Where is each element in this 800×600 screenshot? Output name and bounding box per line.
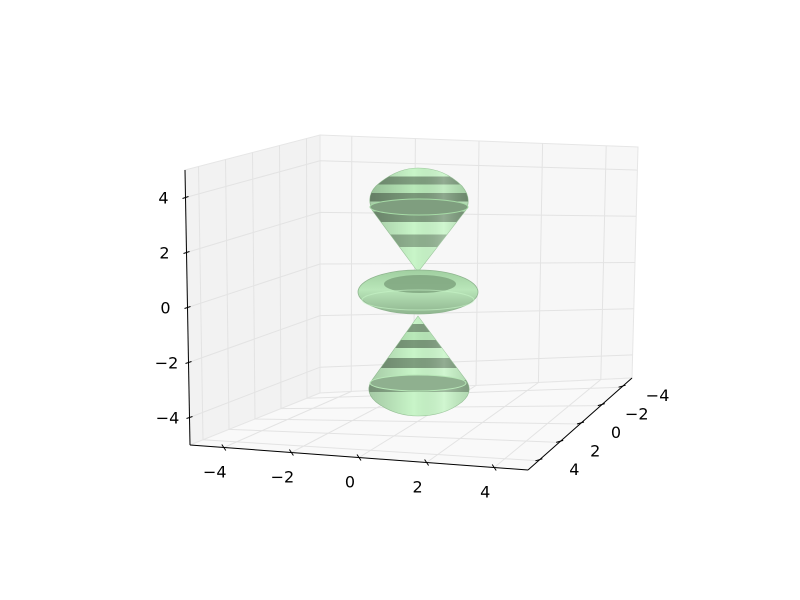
z-tick [182, 196, 189, 199]
x-tick-label: −2 [271, 468, 295, 487]
grid-line-x [223, 136, 353, 448]
x-tick-label: 4 [480, 483, 490, 502]
y-tick-label: 4 [569, 460, 579, 479]
y-tick [556, 439, 564, 443]
grid-lines [185, 136, 638, 468]
x-tick [356, 454, 362, 461]
z-tick [183, 251, 190, 254]
x-tick [288, 449, 294, 456]
y-tick-label: −4 [646, 386, 670, 405]
grid-line-z [185, 160, 638, 198]
grid-line-x [358, 140, 480, 458]
grid-line-y [279, 145, 601, 410]
x-tick [424, 459, 430, 466]
upper-lobe-rim [369, 198, 469, 216]
grid-line-z [189, 354, 633, 418]
lower-lobe-shading [368, 316, 470, 416]
grid-line-y [198, 166, 539, 462]
y-tick [597, 403, 605, 407]
y-tick [576, 421, 585, 425]
x-tick [491, 464, 497, 471]
y-tick-label: 0 [611, 423, 621, 442]
y-tick [535, 458, 543, 462]
x-tick-label: 0 [345, 473, 355, 492]
grid-line-z [186, 211, 637, 253]
z-tick [186, 416, 193, 419]
grid-line-y [252, 152, 581, 425]
grid-line-x [426, 143, 544, 463]
z-tick-label: 2 [159, 244, 169, 263]
z-tick [185, 361, 192, 364]
grid-line-z [187, 262, 636, 308]
upper-lobe-shading [369, 168, 469, 272]
x-tick-label: 2 [413, 478, 423, 497]
z-tick-label: 4 [158, 189, 168, 208]
grid-line-y [306, 138, 622, 399]
x-tick-label: −4 [203, 463, 227, 482]
z-tick-label: 0 [160, 299, 170, 318]
z-tick-label: −2 [155, 354, 179, 373]
y-axis-line [527, 377, 633, 471]
y-tick [618, 384, 626, 388]
y-tick-label: 2 [590, 441, 600, 460]
grid-line-x [493, 145, 607, 468]
x-tick [221, 444, 227, 451]
grid-line-z [188, 308, 634, 363]
z-tick [184, 306, 191, 309]
orbital-surface [357, 167, 479, 417]
torus-highlight [361, 289, 475, 311]
grid-line-y [225, 159, 560, 443]
torus-hole [384, 275, 456, 293]
lower-lobe-rim [369, 374, 467, 392]
y-tick-label: −2 [625, 405, 649, 424]
tick-marks [182, 196, 626, 471]
z-tick-label: −4 [156, 409, 180, 428]
